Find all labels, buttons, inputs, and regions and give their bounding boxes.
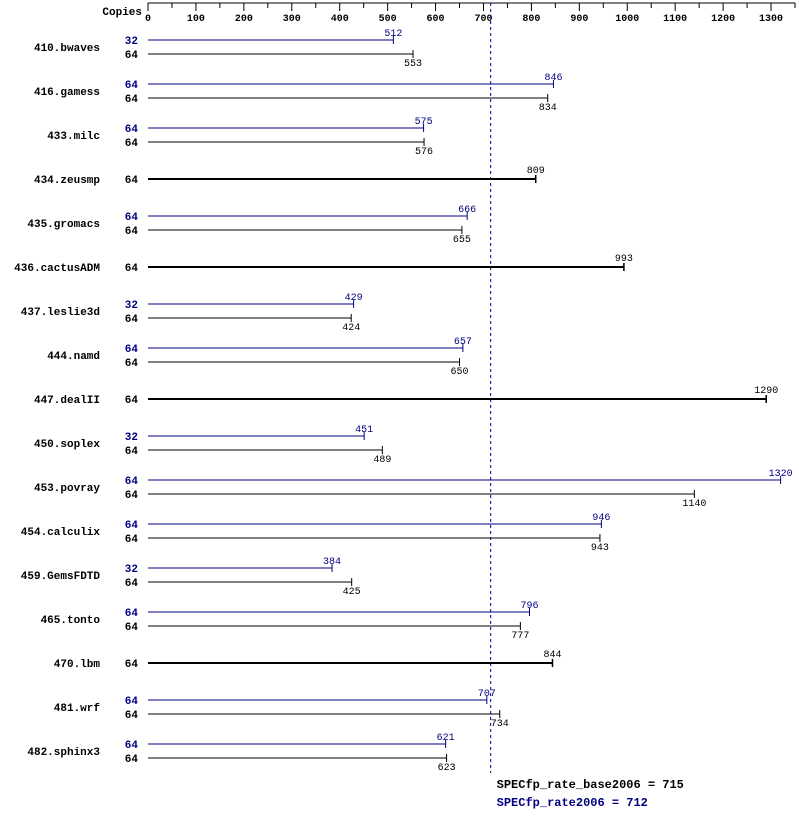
x-tick-label: 300 xyxy=(283,14,301,25)
x-tick-label: 200 xyxy=(235,14,253,25)
copies-rate: 64 xyxy=(125,476,139,488)
rate-value: 846 xyxy=(544,73,562,84)
benchmark-name: 482.sphinx3 xyxy=(27,747,100,759)
x-tick-label: 100 xyxy=(187,14,205,25)
x-tick-label: 800 xyxy=(522,14,540,25)
base-value: 425 xyxy=(343,587,361,598)
base-value: 650 xyxy=(451,367,469,378)
base-value: 1290 xyxy=(754,386,778,397)
copies-base: 64 xyxy=(125,395,139,407)
copies-base: 64 xyxy=(125,358,139,370)
base-value: 943 xyxy=(591,543,609,554)
copies-base: 64 xyxy=(125,710,139,722)
base-value: 623 xyxy=(438,763,456,774)
x-tick-label: 1300 xyxy=(759,14,783,25)
rate-value: 621 xyxy=(437,733,455,744)
rate-value: 384 xyxy=(323,557,341,568)
rate-value: 429 xyxy=(345,293,363,304)
copies-rate: 32 xyxy=(125,564,138,576)
benchmark-name: 481.wrf xyxy=(54,703,101,715)
benchmark-name: 454.calculix xyxy=(21,527,101,539)
x-tick-label: 0 xyxy=(145,14,151,25)
legend-rate: SPECfp_rate2006 = 712 xyxy=(497,796,648,810)
copies-header: Copies xyxy=(102,7,142,19)
benchmark-name: 465.tonto xyxy=(41,615,101,627)
copies-base: 64 xyxy=(125,226,139,238)
benchmark-name: 447.dealII xyxy=(34,395,100,407)
copies-rate: 64 xyxy=(125,608,139,620)
copies-rate: 32 xyxy=(125,36,138,48)
copies-base: 64 xyxy=(125,314,139,326)
benchmark-name: 450.soplex xyxy=(34,439,100,451)
copies-rate: 64 xyxy=(125,520,139,532)
x-tick-label: 500 xyxy=(379,14,397,25)
copies-rate: 64 xyxy=(125,80,139,92)
base-value: 993 xyxy=(615,254,633,265)
copies-base: 64 xyxy=(125,534,139,546)
base-value: 424 xyxy=(342,323,360,334)
copies-rate: 32 xyxy=(125,432,138,444)
rate-value: 796 xyxy=(520,601,538,612)
copies-rate: 64 xyxy=(125,740,139,752)
benchmark-name: 410.bwaves xyxy=(34,43,100,55)
base-value: 777 xyxy=(511,631,529,642)
copies-base: 64 xyxy=(125,622,139,634)
x-tick-label: 1000 xyxy=(615,14,639,25)
spec-chart: 0 100 200 300 400 500 600 700 800 900 1000 1100 1200… xyxy=(0,0,799,831)
base-value: 489 xyxy=(373,455,391,466)
base-value: 655 xyxy=(453,235,471,246)
copies-base: 64 xyxy=(125,578,139,590)
rate-value: 946 xyxy=(592,513,610,524)
copies-rate: 32 xyxy=(125,300,138,312)
benchmark-name: 453.povray xyxy=(34,483,100,495)
benchmark-name: 470.lbm xyxy=(54,659,101,671)
benchmark-name: 434.zeusmp xyxy=(34,175,100,187)
benchmark-name: 444.namd xyxy=(47,351,100,363)
copies-base: 64 xyxy=(125,659,139,671)
base-value: 576 xyxy=(415,147,433,158)
benchmark-name: 436.cactusADM xyxy=(14,263,100,275)
copies-base: 64 xyxy=(125,446,139,458)
rate-value: 707 xyxy=(478,689,496,700)
copies-base: 64 xyxy=(125,175,139,187)
base-value: 734 xyxy=(491,719,509,730)
rate-value: 575 xyxy=(415,117,433,128)
benchmark-name: 416.gamess xyxy=(34,87,100,99)
x-tick-label: 700 xyxy=(474,14,492,25)
base-value: 553 xyxy=(404,59,422,70)
x-tick-label: 600 xyxy=(427,14,445,25)
base-value: 1140 xyxy=(682,499,706,510)
benchmark-name: 437.leslie3d xyxy=(21,307,100,319)
copies-rate: 64 xyxy=(125,696,139,708)
x-tick-label: 400 xyxy=(331,14,349,25)
x-tick-label: 1200 xyxy=(711,14,735,25)
copies-base: 64 xyxy=(125,490,139,502)
legend-base: SPECfp_rate_base2006 = 715 xyxy=(497,778,684,792)
base-value: 834 xyxy=(539,103,557,114)
benchmark-name: 435.gromacs xyxy=(27,219,100,231)
copies-base: 64 xyxy=(125,754,139,766)
copies-rate: 64 xyxy=(125,124,139,136)
base-value: 809 xyxy=(527,166,545,177)
copies-base: 64 xyxy=(125,263,139,275)
rate-value: 657 xyxy=(454,337,472,348)
copies-base: 64 xyxy=(125,138,139,150)
rate-value: 512 xyxy=(384,29,402,40)
copies-rate: 64 xyxy=(125,344,139,356)
rate-value: 1320 xyxy=(769,469,793,480)
x-tick-label: 900 xyxy=(570,14,588,25)
benchmark-name: 433.milc xyxy=(47,131,100,143)
base-value: 844 xyxy=(543,650,561,661)
copies-base: 64 xyxy=(125,50,139,62)
benchmark-name: 459.GemsFDTD xyxy=(21,571,101,583)
copies-rate: 64 xyxy=(125,212,139,224)
x-tick-label: 1100 xyxy=(663,14,687,25)
rate-value: 451 xyxy=(355,425,373,436)
chart-bg xyxy=(0,0,799,831)
copies-base: 64 xyxy=(125,94,139,106)
rate-value: 666 xyxy=(458,205,476,216)
